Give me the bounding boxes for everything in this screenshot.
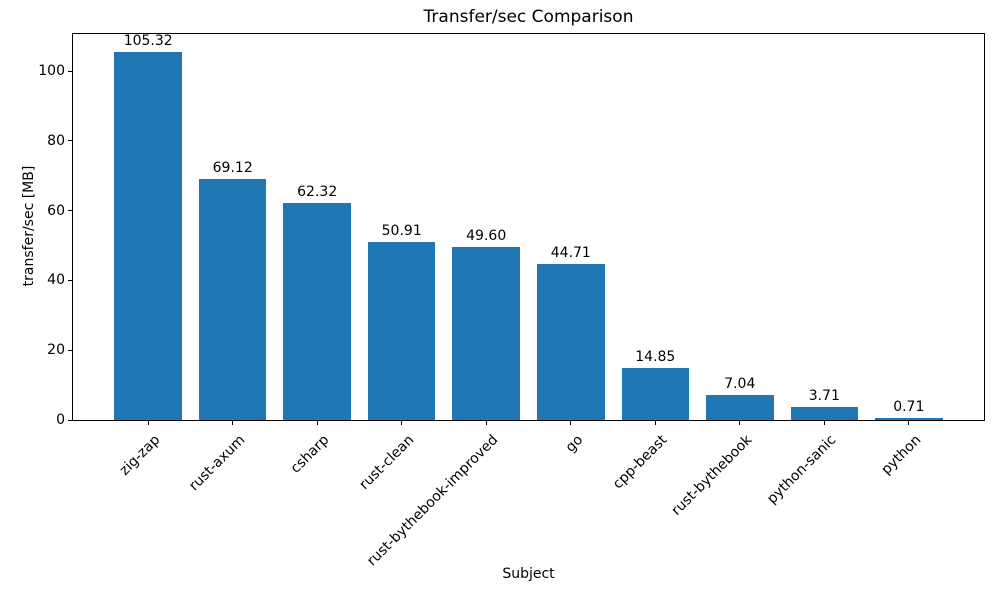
y-tick-label: 60 xyxy=(47,202,65,219)
y-tick-label: 0 xyxy=(56,412,65,428)
x-tick-mark xyxy=(316,421,318,425)
y-tick-mark xyxy=(68,279,72,281)
y-tick-label: 20 xyxy=(47,342,65,359)
x-tick-mark xyxy=(401,421,403,425)
x-tick-mark xyxy=(654,421,656,425)
plot-area: 105.32 zig-zap 69.12 rust-axum 62.32 csharp 50… xyxy=(38,33,985,569)
bar-value-label: 14.85 xyxy=(635,349,676,366)
x-tick-mark xyxy=(823,421,825,425)
y-tick-label: 100 xyxy=(38,63,65,79)
chart-title: Transfer/sec Comparison xyxy=(423,7,634,27)
bar xyxy=(875,417,943,420)
bar xyxy=(706,395,774,420)
x-tick-mark xyxy=(147,421,149,425)
bar xyxy=(452,246,520,420)
y-tick-mark xyxy=(68,349,72,351)
bar-value-label: 50.91 xyxy=(381,223,422,240)
bar-value-label: 3.71 xyxy=(808,388,840,405)
y-axis-label: transfer/sec [MB] xyxy=(21,165,37,287)
y-tick-mark xyxy=(68,140,72,142)
x-tick-mark xyxy=(485,421,487,425)
bar-value-label: 105.32 xyxy=(123,33,173,50)
y-tick-mark xyxy=(68,419,72,421)
bar xyxy=(198,178,267,420)
bar-value-label: 62.32 xyxy=(297,183,338,200)
bar xyxy=(283,202,351,420)
bar xyxy=(114,52,182,420)
x-tick-mark xyxy=(570,421,572,425)
bar-value-label: 0.71 xyxy=(893,398,925,415)
y-tick-mark xyxy=(68,70,72,72)
bar-value-label: 7.04 xyxy=(724,376,756,393)
bar-value-label: 44.71 xyxy=(550,245,591,261)
bar-value-label: 69.12 xyxy=(212,159,253,176)
y-tick-mark xyxy=(68,210,72,212)
bar xyxy=(621,368,690,420)
x-tick-mark xyxy=(232,421,234,425)
bar xyxy=(537,264,605,420)
x-axis-label: Subject xyxy=(502,566,555,582)
y-tick-label: 40 xyxy=(47,272,65,289)
y-tick-label: 80 xyxy=(47,132,65,149)
x-tick-mark xyxy=(739,421,741,425)
bar-value-label: 49.60 xyxy=(466,227,507,244)
bar xyxy=(367,242,436,420)
bar xyxy=(790,407,859,420)
x-tick-mark xyxy=(908,421,910,425)
